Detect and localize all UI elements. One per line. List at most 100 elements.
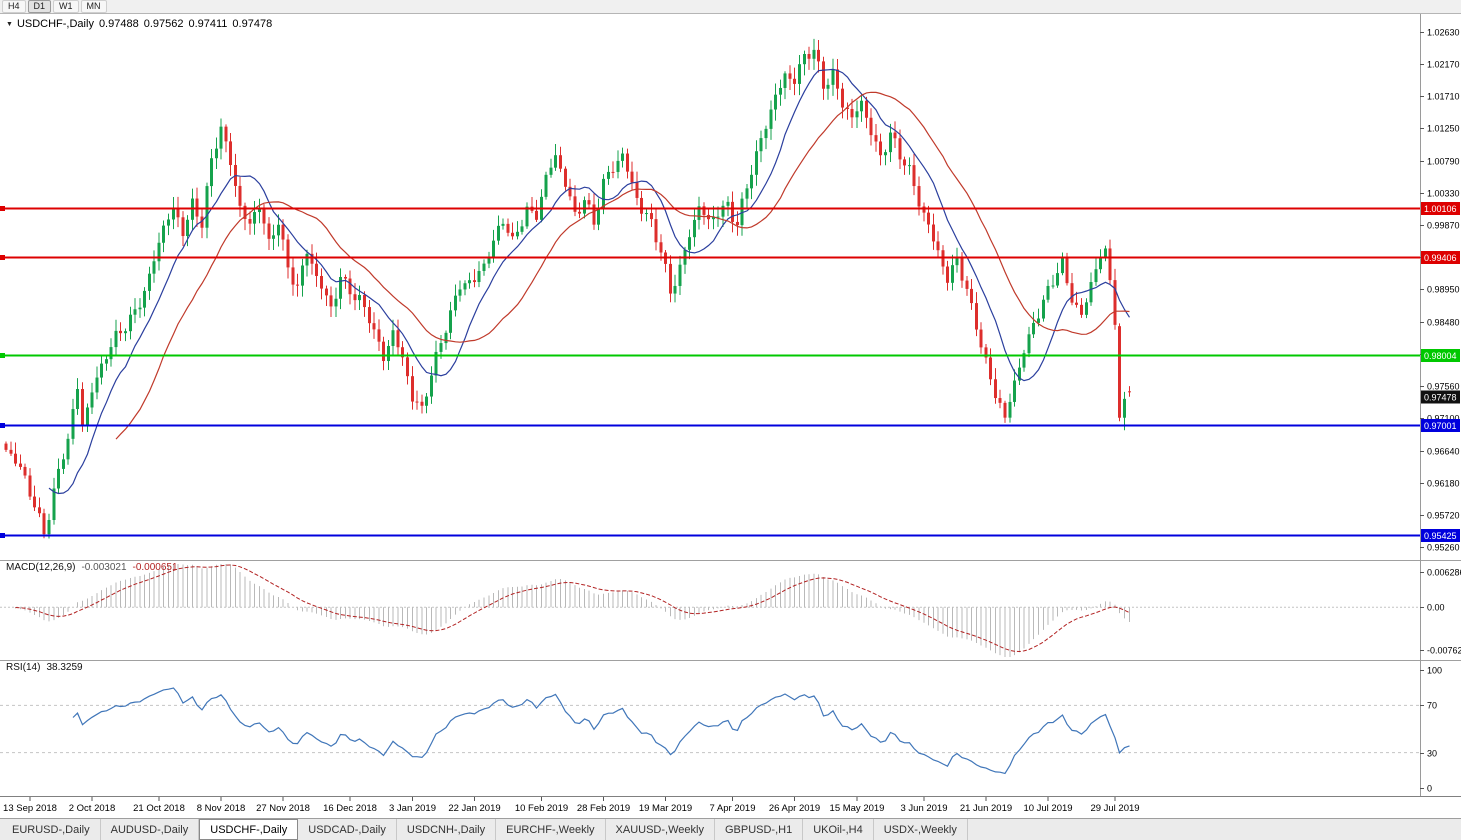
macd-title: MACD(12,26,9) -0.003021 -0.000651 [6, 562, 184, 573]
symbol-tab[interactable]: EURCHF-,Weekly [496, 819, 606, 840]
rsi-axis-label: 70 [1427, 701, 1437, 711]
symbol-tab[interactable]: UKOil-,H4 [803, 819, 874, 840]
x-axis-date-label: 29 Jul 2019 [1090, 803, 1139, 814]
x-axis-date-label: 3 Jun 2019 [900, 803, 947, 814]
rsi-axis-label: 0 [1427, 784, 1432, 794]
level-price-label: 0.98004 [1424, 351, 1457, 361]
x-axis-date-label: 7 Apr 2019 [710, 803, 756, 814]
rsi-value: 38.3259 [46, 662, 83, 673]
moving-average-line-24 [115, 91, 1130, 440]
price-axis: 1.02630 1.02170 1.01710 1.01250 1.00790 1.003… [1420, 14, 1460, 560]
y-axis-tick-label: 1.02630 [1427, 28, 1460, 38]
timeframe-button-h4[interactable]: H4 [2, 0, 26, 13]
rsi-canvas[interactable]: 100 70 30 0 [0, 660, 1461, 796]
y-axis-tick-label: 1.00330 [1427, 189, 1460, 199]
y-axis-tick-label: 1.01250 [1427, 124, 1460, 134]
line-anchor-marker[interactable] [0, 533, 5, 538]
line-anchor-marker[interactable] [0, 353, 5, 358]
rsi-axis-label: 100 [1427, 666, 1442, 676]
moving-average-line-10 [48, 68, 1131, 495]
y-axis-tick-label: 0.95260 [1427, 543, 1460, 553]
macd-main-value: -0.003021 [81, 562, 127, 573]
timeframe-button-mn[interactable]: MN [80, 0, 107, 13]
horizontal-level-line[interactable]: 0.95425 [0, 529, 1460, 542]
y-axis-tick-label: 1.00790 [1427, 157, 1460, 167]
macd-axis-label: 0.006286 [1427, 568, 1461, 578]
time-axis-canvas[interactable]: 13 Sep 2018 2 Oct 2018 21 Oct 2018 8 Nov 20… [0, 796, 1461, 818]
price-chart-canvas[interactable]: 1.02630 1.02170 1.01710 1.01250 1.00790 1.003… [0, 14, 1461, 560]
symbol-tab-bar: EURUSD-,Daily AUDUSD-,Daily USDCHF-,Daily U… [0, 818, 1461, 840]
horizontal-level-line[interactable]: 1.00106 [0, 202, 1460, 215]
ohlc-low: 0.97411 [188, 18, 228, 30]
symbol-tab[interactable]: EURUSD-,Daily [2, 819, 101, 840]
macd-axis-label: 0.00 [1427, 603, 1445, 613]
level-price-label: 0.97001 [1424, 421, 1457, 431]
symbol-tab[interactable]: USDCNH-,Daily [396, 819, 497, 840]
y-axis-tick-label: 0.98480 [1427, 318, 1460, 328]
macd-canvas[interactable]: 0.006286 0.00 -0.00762 [0, 560, 1461, 660]
symbol-tab[interactable]: GBPUSD-,H1 [714, 819, 804, 840]
rsi-label: RSI(14) [6, 662, 41, 673]
time-axis-pane: 13 Sep 2018 2 Oct 2018 21 Oct 2018 8 Nov 20… [0, 796, 1461, 818]
symbol-tab[interactable]: USDX-,Weekly [873, 819, 968, 840]
x-axis-date-label: 16 Dec 2018 [323, 803, 377, 814]
rsi-axis-label: 30 [1427, 749, 1437, 759]
line-anchor-marker[interactable] [0, 423, 5, 428]
horizontal-level-line[interactable]: 0.99406 [0, 251, 1460, 264]
ohlc-close: 0.97478 [232, 18, 273, 30]
y-axis-tick-label: 0.96180 [1427, 479, 1460, 489]
macd-label: MACD(12,26,9) [6, 562, 76, 573]
chart-symbol-label: USDCHF-,Daily [16, 18, 94, 30]
x-axis-date-label: 21 Oct 2018 [133, 803, 185, 814]
chart-dropdown-icon[interactable]: ▼ [6, 21, 13, 28]
horizontal-level-line[interactable]: 0.97001 [0, 419, 1460, 432]
x-axis-date-label: 3 Jan 2019 [389, 803, 436, 814]
x-axis-date-label: 2 Oct 2018 [69, 803, 115, 814]
candles-series [4, 38, 1131, 539]
macd-signal-line [15, 564, 1130, 653]
x-axis-date-label: 10 Jul 2019 [1023, 803, 1072, 814]
y-axis-tick-label: 0.97100 [1427, 414, 1460, 424]
timeframe-button-w1[interactable]: W1 [53, 0, 79, 13]
level-price-label: 0.95425 [1424, 531, 1457, 541]
rsi-pane: RSI(14) 38.3259 100 70 30 0 [0, 660, 1461, 796]
symbol-tab[interactable]: AUDUSD-,Daily [100, 819, 200, 840]
y-axis-tick-label: 0.95720 [1427, 511, 1460, 521]
x-axis-date-label: 27 Nov 2018 [256, 803, 310, 814]
x-axis-date-label: 22 Jan 2019 [448, 803, 500, 814]
rsi-title: RSI(14) 38.3259 [6, 662, 89, 673]
y-axis-tick-label: 1.02170 [1427, 60, 1460, 70]
y-axis-tick-label: 0.96640 [1427, 447, 1460, 457]
x-axis-date-label: 10 Feb 2019 [515, 803, 568, 814]
ohlc-high: 0.97562 [143, 18, 184, 30]
macd-pane: MACD(12,26,9) -0.003021 -0.000651 0.006286… [0, 560, 1461, 660]
macd-axis-label: -0.00762 [1427, 646, 1461, 656]
y-axis-tick-label: 0.99870 [1427, 221, 1460, 231]
x-axis-date-label: 26 Apr 2019 [769, 803, 820, 814]
x-axis-date-label: 19 Mar 2019 [639, 803, 692, 814]
y-axis-tick-label: 0.97560 [1427, 382, 1460, 392]
macd-signal-value: -0.000651 [132, 562, 178, 573]
symbol-tab[interactable]: USDCAD-,Daily [298, 819, 397, 840]
ohlc-open: 0.97488 [98, 18, 139, 30]
line-anchor-marker[interactable] [0, 206, 5, 211]
symbol-tab[interactable]: XAUUSD-,Weekly [605, 819, 715, 840]
level-price-label: 0.99406 [1424, 253, 1457, 263]
x-axis-date-label: 13 Sep 2018 [3, 803, 57, 814]
x-axis-date-label: 28 Feb 2019 [577, 803, 630, 814]
line-anchor-marker[interactable] [0, 255, 5, 260]
current-price-label: 0.97478 [1424, 393, 1457, 403]
main-chart-pane: ▼ USDCHF-,Daily 0.97488 0.97562 0.97411 0.974… [0, 14, 1461, 560]
x-axis-date-label: 21 Jun 2019 [960, 803, 1012, 814]
horizontal-level-line[interactable]: 0.98004 [0, 349, 1460, 362]
level-price-label: 1.00106 [1424, 204, 1457, 214]
rsi-line [72, 687, 1130, 775]
y-axis-tick-label: 0.98950 [1427, 285, 1460, 295]
x-axis-date-label: 8 Nov 2018 [197, 803, 246, 814]
timeframe-button-d1[interactable]: D1 [27, 0, 52, 13]
timeframe-toolbar: H4 D1 W1 MN [0, 0, 1461, 14]
y-axis-tick-label: 1.01710 [1427, 92, 1460, 102]
macd-histogram [15, 564, 1130, 657]
symbol-tab-active[interactable]: USDCHF-,Daily [199, 819, 299, 840]
